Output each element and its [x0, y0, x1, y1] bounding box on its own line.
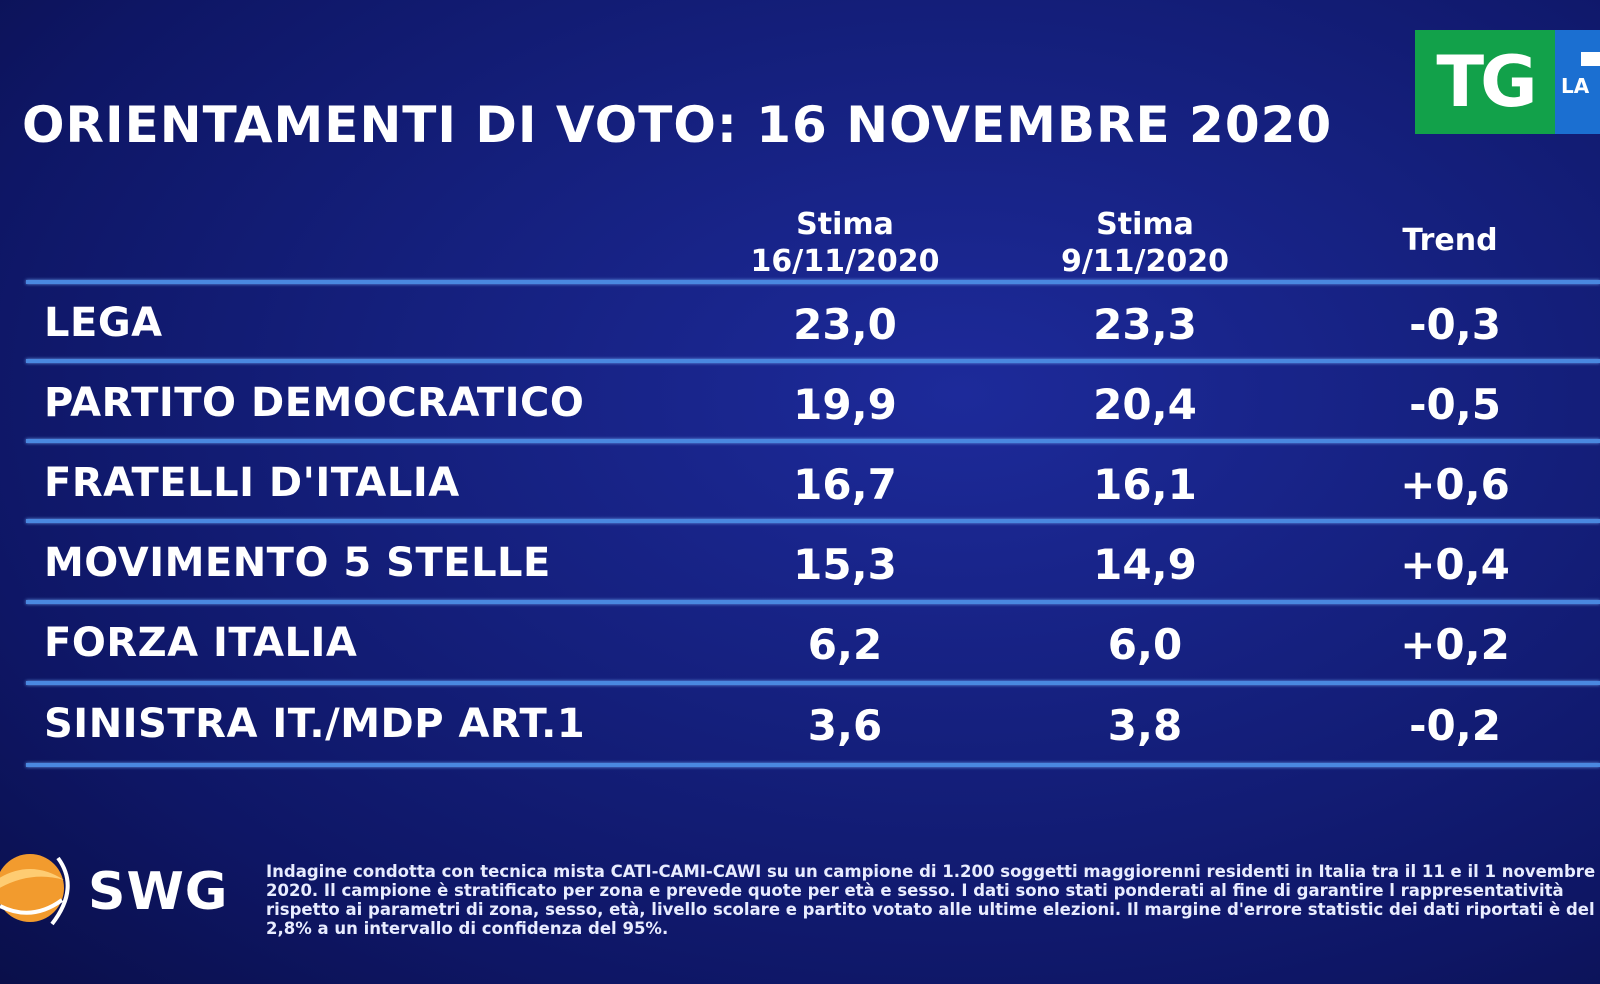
table-divider	[26, 439, 1600, 443]
trend-value: -0,5	[1409, 380, 1501, 429]
stima-16-value: 3,6	[807, 701, 883, 750]
stima-9-value: 23,3	[1093, 300, 1197, 349]
methodology-note: Indagine condotta con tecnica mista CATI…	[266, 862, 1596, 938]
swg-logo-text: SWG	[88, 862, 229, 922]
table-divider	[26, 359, 1600, 363]
trend-value: -0,3	[1409, 300, 1501, 349]
party-name: PARTITO DEMOCRATICO	[44, 380, 585, 426]
table-divider	[26, 280, 1600, 284]
tg-logo-text: TG	[1436, 41, 1537, 123]
table-row: FORZA ITALIA 6,2 6,0 +0,2	[0, 608, 1600, 686]
party-name: FORZA ITALIA	[44, 620, 358, 666]
rai-logo: LA	[1555, 30, 1600, 134]
stima-9-value: 14,9	[1093, 540, 1197, 589]
stima-16-value: 16,7	[793, 460, 897, 509]
stima-9-value: 20,4	[1093, 380, 1197, 429]
party-name: FRATELLI D'ITALIA	[44, 460, 460, 506]
trend-value: -0,2	[1409, 701, 1501, 750]
rai-logo-mark	[1581, 52, 1600, 66]
trend-value: +0,6	[1400, 460, 1510, 509]
table-divider	[26, 681, 1600, 685]
column-header-trend: Trend	[1350, 222, 1550, 259]
column-header-line2: 16/11/2020	[750, 244, 940, 279]
table-row: MOVIMENTO 5 STELLE 15,3 14,9 +0,4	[0, 528, 1600, 606]
column-header-line1: Trend	[1402, 223, 1498, 258]
table-row: LEGA 23,0 23,3 -0,3	[0, 288, 1600, 366]
stima-9-value: 6,0	[1107, 620, 1183, 669]
table-row: FRATELLI D'ITALIA 16,7 16,1 +0,6	[0, 448, 1600, 526]
table-divider	[26, 763, 1600, 767]
table-divider	[26, 519, 1600, 523]
stima-16-value: 23,0	[793, 300, 897, 349]
party-name: LEGA	[44, 300, 163, 346]
stima-9-value: 16,1	[1093, 460, 1197, 509]
trend-value: +0,4	[1400, 540, 1510, 589]
table-row: PARTITO DEMOCRATICO 19,9 20,4 -0,5	[0, 368, 1600, 446]
rai-logo-text: LA	[1561, 74, 1590, 98]
page-title: ORIENTAMENTI DI VOTO: 16 NOVEMBRE 2020	[22, 96, 1333, 154]
swg-globe-icon	[0, 854, 70, 926]
column-header-line1: Stima	[1096, 207, 1194, 242]
trend-value: +0,2	[1400, 620, 1510, 669]
stima-16-value: 19,9	[793, 380, 897, 429]
party-name: SINISTRA IT./MDP ART.1	[44, 701, 586, 747]
column-header-stima-9: Stima 9/11/2020	[1000, 206, 1290, 280]
table-divider	[26, 600, 1600, 604]
tg-logo: TG	[1415, 30, 1555, 134]
stima-16-value: 6,2	[807, 620, 883, 669]
column-header-stima-16: Stima 16/11/2020	[700, 206, 990, 280]
stima-9-value: 3,8	[1107, 701, 1183, 750]
table-row: SINISTRA IT./MDP ART.1 3,6 3,8 -0,2	[0, 689, 1600, 767]
party-name: MOVIMENTO 5 STELLE	[44, 540, 551, 586]
column-header-line1: Stima	[796, 207, 894, 242]
stima-16-value: 15,3	[793, 540, 897, 589]
column-header-line2: 9/11/2020	[1060, 244, 1230, 279]
